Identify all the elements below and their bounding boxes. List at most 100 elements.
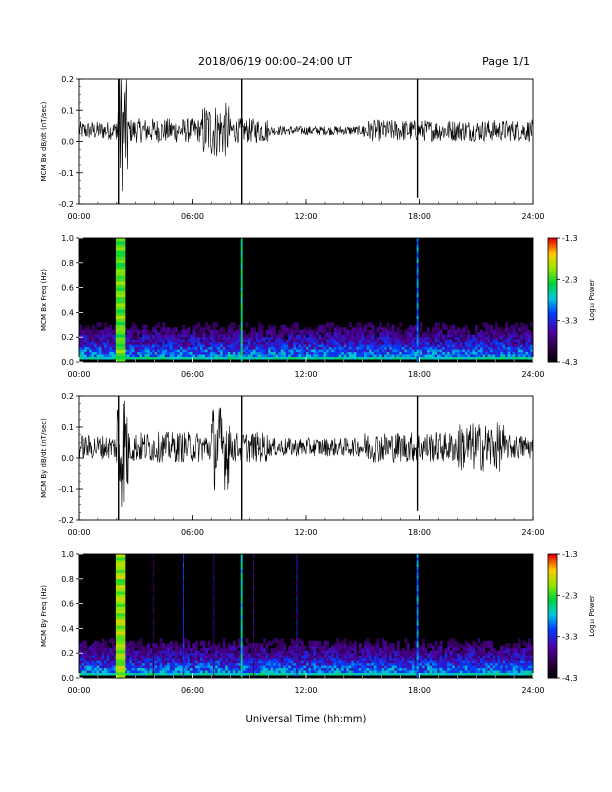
spectrogram-cell xyxy=(384,327,388,333)
spectrogram-band-4 xyxy=(213,557,215,561)
spectrogram-cell xyxy=(495,650,498,656)
spectrogram-cell xyxy=(414,324,418,330)
spectrogram-cell xyxy=(348,322,352,328)
spectrogram-cell xyxy=(245,334,249,340)
spectrogram-cell xyxy=(369,329,372,335)
spectrogram-cell xyxy=(356,322,360,328)
spectrogram-band-1 xyxy=(115,247,126,251)
spectrogram-cell xyxy=(174,327,178,333)
spectrogram-band-4 xyxy=(213,594,215,598)
spectrogram-cell xyxy=(341,334,345,340)
spectrogram-cell xyxy=(174,648,178,654)
spectrogram-band-2 xyxy=(240,340,243,344)
spectrogram-cell xyxy=(432,645,435,651)
spectrogram-band-2 xyxy=(240,324,243,329)
spectrogram-cell xyxy=(512,643,516,649)
spectrogram-cell xyxy=(351,334,355,340)
spectrogram-band-4 xyxy=(213,647,215,651)
spectrogram-cell xyxy=(283,329,287,335)
spectrogram-band-7 xyxy=(296,591,298,595)
spectrogram-band-7 xyxy=(296,643,298,648)
spectrogram-cell xyxy=(134,334,138,340)
colorbar-swatch xyxy=(548,248,557,251)
colorbar-swatch xyxy=(548,636,557,640)
x-tick-label: 24:00 xyxy=(521,212,544,221)
spectrogram-cell xyxy=(124,640,128,646)
spectrogram-cell xyxy=(265,329,269,335)
y-tick-label: -0.1 xyxy=(58,485,74,494)
spectrogram-band-5 xyxy=(240,594,243,598)
colorbar-swatch xyxy=(548,260,557,264)
spectrogram-cell xyxy=(169,653,173,659)
spectrogram-cell xyxy=(192,643,196,649)
spectrogram-band-3 xyxy=(416,327,419,332)
spectrogram-cell xyxy=(366,648,370,654)
colorbar-swatch xyxy=(548,568,557,572)
spectrogram-cell xyxy=(527,650,531,656)
spectrogram-cell xyxy=(157,322,161,328)
spectrogram-cell xyxy=(162,322,166,328)
spectrogram-cell xyxy=(406,643,410,649)
spectrogram-band-7 xyxy=(296,563,298,567)
spectrogram-band-2 xyxy=(240,265,243,270)
colorbar-swatch xyxy=(548,640,557,644)
colorbar-swatch xyxy=(548,300,557,303)
spectrogram-band-5 xyxy=(240,578,243,583)
spectrogram-cell xyxy=(391,332,395,338)
x-tick-label: 06:00 xyxy=(181,212,204,221)
spectrogram-band-2 xyxy=(240,287,243,291)
colorbar-swatch xyxy=(548,587,557,590)
colorbar-swatch xyxy=(548,582,557,586)
y-tick-label: 1.0 xyxy=(61,234,74,243)
colorbar-swatch xyxy=(548,595,557,598)
spectrogram-band-2 xyxy=(152,585,154,589)
spectrogram-cell xyxy=(167,648,171,654)
spectrogram-cell xyxy=(174,334,178,340)
spectrogram-cell xyxy=(205,322,208,328)
spectrogram-band-8 xyxy=(416,612,419,617)
spectrogram-cell xyxy=(134,324,138,330)
spectrogram-cell xyxy=(346,645,350,651)
x-tick-label: 12:00 xyxy=(294,370,317,379)
spectrogram-band-3 xyxy=(183,594,185,598)
colorbar-swatch xyxy=(548,649,557,652)
spectrogram-band-1 xyxy=(115,309,126,313)
spectrogram-band-5 xyxy=(240,606,243,611)
colorbar-swatch xyxy=(548,297,557,301)
spectrogram-band-5 xyxy=(240,569,243,573)
spectrogram-cell xyxy=(131,650,135,656)
spectrogram-band-6 xyxy=(253,560,255,564)
spectrogram-band-5 xyxy=(240,563,243,567)
spectrogram-band-4 xyxy=(213,616,215,620)
spectrogram-cell xyxy=(386,645,390,651)
spectrogram-band-7 xyxy=(296,656,298,660)
spectrogram-cell xyxy=(96,653,100,659)
spectrogram-cell xyxy=(472,648,476,654)
spectrogram-cell xyxy=(111,329,115,335)
spectrogram-band-1 xyxy=(115,569,126,573)
spectrogram-band-3 xyxy=(416,355,419,360)
spectrogram-cell xyxy=(159,327,163,333)
spectrogram-band-2 xyxy=(240,247,243,251)
spectrogram-cell xyxy=(477,638,481,644)
x-tick-label: 00:00 xyxy=(67,528,90,537)
spectrogram-band-2 xyxy=(240,275,243,279)
colorbar-swatch xyxy=(548,357,557,361)
spectrogram-band-7 xyxy=(296,662,298,666)
spectrogram-band-1 xyxy=(115,563,126,567)
spectrogram-band-4 xyxy=(213,612,215,617)
spectrogram-cell xyxy=(278,650,282,656)
spectrogram-band-7 xyxy=(296,674,298,679)
spectrogram-band-2 xyxy=(240,253,243,257)
spectrogram-band-1 xyxy=(115,557,126,561)
spectrogram-cell xyxy=(298,329,302,335)
spectrogram-band-1 xyxy=(115,315,126,319)
spectrogram-band-2 xyxy=(152,631,154,635)
y-tick-label: 0.8 xyxy=(61,259,74,268)
spectrogram-cell xyxy=(369,655,372,661)
colorbar-swatch xyxy=(548,613,557,617)
spectrogram-cell xyxy=(507,327,511,333)
spectrogram-band-3 xyxy=(416,315,419,319)
spectrogram-band-7 xyxy=(296,625,298,629)
spectrogram-cell xyxy=(318,655,322,661)
